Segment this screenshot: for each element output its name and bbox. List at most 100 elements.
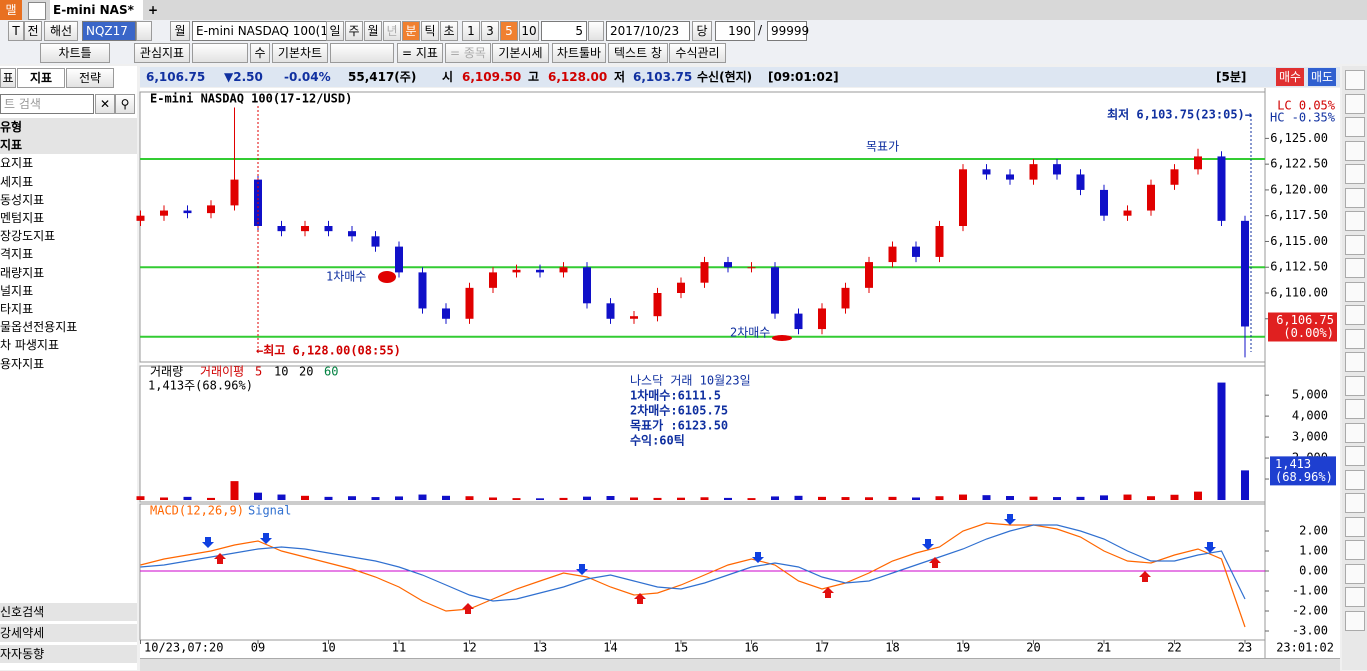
indicator-group[interactable]: 요지표 (0, 156, 34, 171)
tool-icon[interactable] (1345, 140, 1365, 161)
tool-icon[interactable] (1345, 117, 1365, 137)
button[interactable]: 차트틀 (40, 43, 110, 63)
x-tick-label: 10/23,07:20 (144, 641, 223, 655)
tool-icon[interactable] (1345, 234, 1365, 255)
tool-icon[interactable] (1345, 375, 1365, 396)
panel-section[interactable]: 강세약세 (0, 624, 137, 642)
tool-icon[interactable] (1345, 164, 1365, 184)
tool-icon[interactable] (1345, 187, 1365, 208)
search-button[interactable]: ⚲ (115, 94, 135, 114)
indicator-group[interactable]: 타지표 (0, 302, 34, 316)
tool-icon[interactable] (1345, 211, 1365, 231)
count-input[interactable]: 190 (715, 21, 755, 41)
button[interactable]: 당 (692, 21, 712, 41)
tool-icon[interactable] (1345, 352, 1365, 372)
add-tab[interactable]: + (148, 3, 159, 17)
button[interactable]: 년 (383, 21, 401, 41)
buy-marker (378, 271, 396, 283)
symbol-input[interactable]: NQZ17 (82, 21, 136, 41)
sell-button[interactable]: 매도 (1308, 68, 1336, 86)
candle-body (465, 287, 474, 319)
tool-icon[interactable] (1345, 540, 1365, 560)
tab[interactable]: 전략 (66, 68, 114, 88)
buy-button[interactable]: 매수 (1276, 68, 1304, 86)
search-input[interactable]: 트 검색 (0, 94, 94, 114)
x-tick-label: 14 (603, 641, 617, 655)
macd-line (140, 524, 1246, 602)
tool-icon[interactable] (1345, 493, 1365, 513)
tool-icon[interactable] (1345, 305, 1365, 325)
button[interactable]: 10 (519, 21, 539, 41)
tool-icon[interactable] (1345, 587, 1365, 607)
button[interactable]: 일 (326, 21, 344, 41)
clear-button[interactable]: ✕ (95, 94, 115, 114)
tool-icon[interactable] (1345, 469, 1365, 490)
tab[interactable]: 지표 (17, 68, 65, 88)
tool-icon[interactable] (1345, 610, 1365, 631)
indicator-group[interactable]: 유형 (0, 118, 137, 136)
button[interactable]: 차트툴바 (552, 43, 606, 63)
button[interactable]: = 지표 (397, 43, 443, 63)
button[interactable]: 1 (462, 21, 480, 41)
indicator-group[interactable]: 세지표 (0, 174, 34, 189)
indicator-group[interactable]: 용자지표 (0, 356, 45, 371)
button[interactable]: 5 (500, 21, 518, 41)
button[interactable]: 틱 (421, 21, 439, 41)
period-input[interactable]: 5 (541, 21, 587, 41)
button[interactable]: 관심지표 (134, 43, 190, 63)
button[interactable]: 기본차트 (272, 43, 328, 63)
volume-bar (1029, 496, 1038, 500)
button[interactable]: 월 (364, 21, 382, 41)
dropdown[interactable] (136, 21, 152, 41)
indicator-group[interactable]: 래량지표 (0, 265, 45, 280)
button[interactable]: 주 (345, 21, 363, 41)
tool-icon[interactable] (1345, 399, 1365, 419)
button[interactable]: 수 (250, 43, 270, 63)
tab[interactable]: 맬 (0, 0, 22, 20)
tool-icon[interactable] (1345, 258, 1365, 278)
legend-period: 60 (324, 365, 338, 379)
indicator-group[interactable]: 차 파생지표 (0, 338, 60, 353)
tool-icon[interactable] (1345, 563, 1365, 584)
tool-icon[interactable] (1345, 328, 1365, 349)
indicator-group[interactable]: 지표 (0, 136, 137, 155)
tool-icon[interactable] (1345, 281, 1365, 302)
button[interactable]: 초 (440, 21, 458, 41)
y-tick-label: 5,000 (1292, 388, 1328, 402)
tab-icon[interactable] (28, 2, 46, 20)
button[interactable]: T (8, 21, 24, 41)
panel-section[interactable]: 신호검색 (0, 603, 137, 621)
indicator-group[interactable]: 동성지표 (0, 192, 45, 207)
tool-icon[interactable] (1345, 422, 1365, 443)
icon-buttons[interactable] (330, 43, 394, 63)
button[interactable]: 수식관리 (669, 43, 726, 63)
tool-icon[interactable] (1345, 516, 1365, 537)
y-tick-label: 6,112.50 (1270, 260, 1328, 274)
indicator-group[interactable]: 격지표 (0, 247, 34, 262)
indicator-group[interactable]: 널지표 (0, 283, 34, 298)
button[interactable]: 월 (170, 21, 190, 41)
button[interactable]: 텍스트 창 (608, 43, 668, 63)
tab[interactable]: 표 (0, 68, 16, 88)
volume-bar (277, 494, 286, 500)
dropdown[interactable] (588, 21, 604, 41)
button[interactable]: 해선 (44, 21, 78, 41)
tool-icon[interactable] (1345, 446, 1365, 466)
candle-body (935, 226, 944, 257)
indicator-group[interactable]: 물옵션전용지표 (0, 320, 78, 335)
tool-icon[interactable] (1345, 93, 1365, 114)
button[interactable]: 기본시세 (492, 43, 549, 63)
button[interactable]: 전 (24, 21, 42, 41)
indicator-group[interactable]: 장강도지표 (0, 229, 56, 244)
button[interactable]: 분 (402, 21, 420, 41)
button[interactable]: = 종목 (445, 43, 491, 63)
indicator-group[interactable]: 멘텀지표 (0, 211, 45, 225)
panel-section[interactable]: 자자동향 (0, 645, 137, 663)
scrollbar[interactable] (140, 658, 1340, 671)
tab[interactable]: E-mini NAS* (50, 0, 143, 20)
tool-icon[interactable] (1345, 70, 1365, 90)
axis-time: 23:01:02 (1276, 641, 1334, 655)
nav-buttons[interactable] (192, 43, 248, 63)
button[interactable]: 3 (481, 21, 499, 41)
date-select[interactable]: 2017/10/23 (606, 21, 690, 41)
